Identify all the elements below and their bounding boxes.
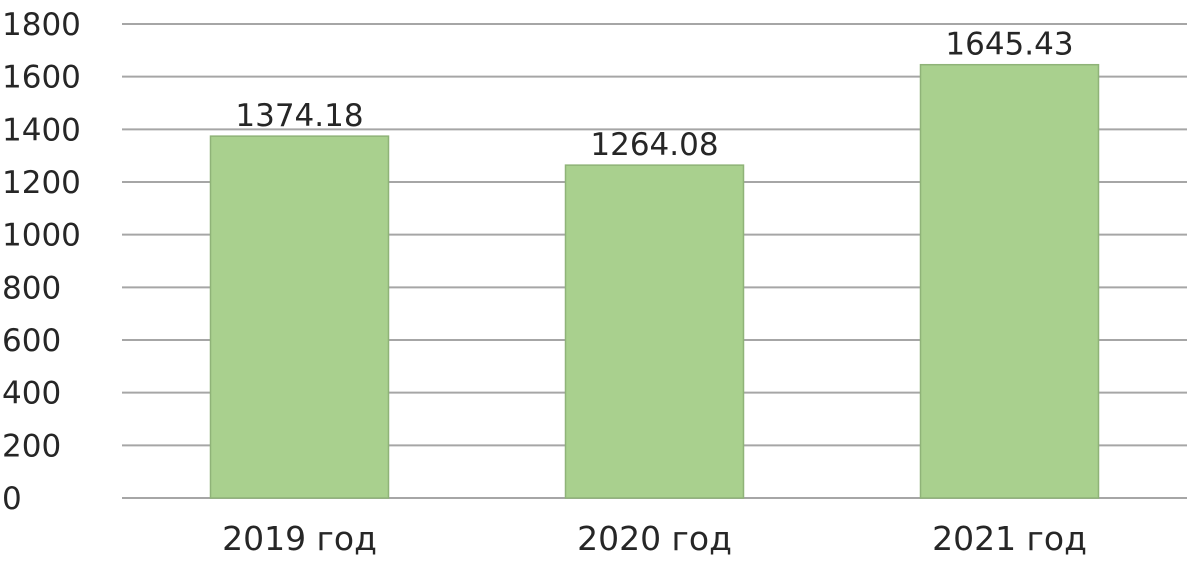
y-tick-label: 800 [2, 270, 61, 306]
x-category-label: 2019 год [222, 519, 377, 558]
y-tick-label: 1800 [2, 7, 81, 43]
y-tick-label: 1200 [2, 165, 81, 201]
data-label: 1374.18 [235, 98, 363, 134]
y-tick-label: 200 [2, 428, 61, 464]
bar [919, 63, 1100, 499]
x-category-label: 2020 год [577, 519, 732, 558]
bar [564, 164, 745, 499]
data-label: 1264.08 [590, 127, 718, 163]
bars [209, 63, 1100, 499]
y-tick-label: 0 [2, 481, 22, 517]
y-tick-label: 1000 [2, 218, 81, 254]
y-tick-label: 1600 [2, 60, 81, 96]
data-labels: 1374.18 1264.08 1645.43 [235, 27, 1073, 163]
y-tick-label: 400 [2, 376, 61, 412]
data-label: 1645.43 [945, 27, 1073, 63]
bar [209, 135, 390, 499]
y-axis-ticks: 0 200 400 600 800 1000 1200 1400 1600 1800 [2, 7, 81, 517]
x-category-label: 2021 год [932, 519, 1087, 558]
y-tick-label: 1400 [2, 112, 81, 148]
y-tick-label: 600 [2, 323, 61, 359]
x-axis-categories: 2019 год 2020 год 2021 год [222, 519, 1087, 558]
